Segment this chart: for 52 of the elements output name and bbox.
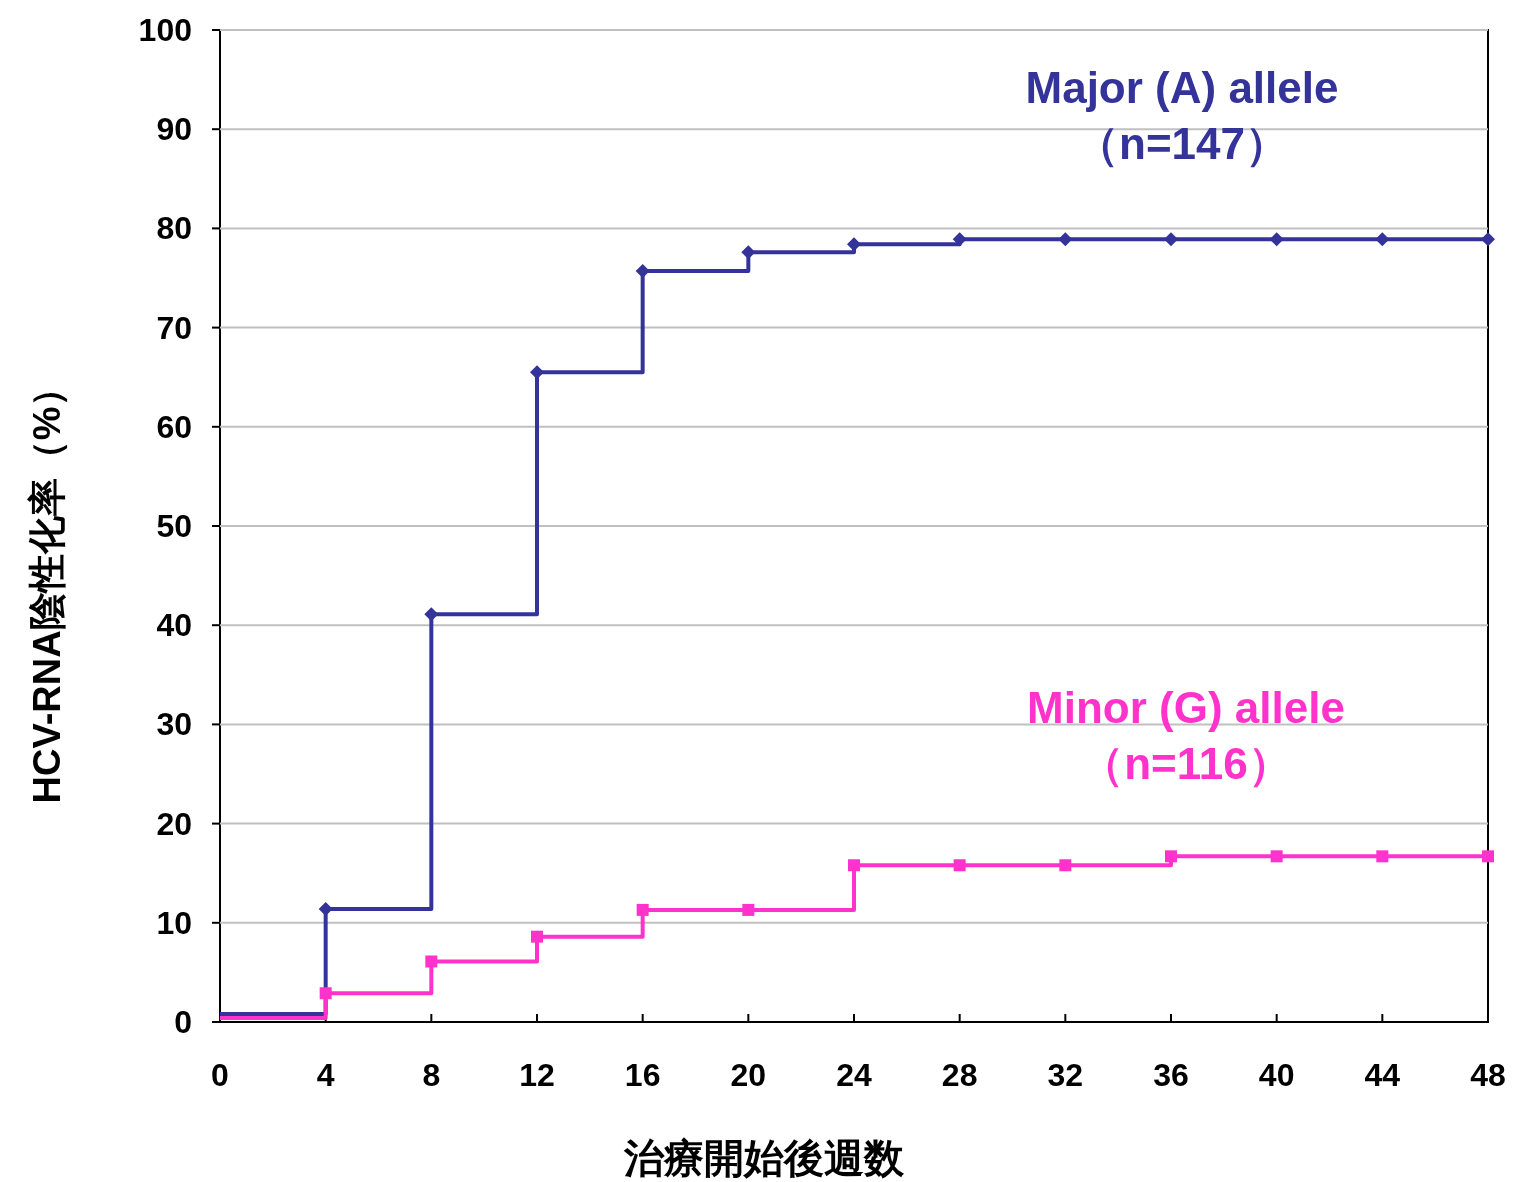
point: [741, 245, 756, 260]
x-tick-label: 28: [941, 1057, 978, 1093]
point: [742, 903, 755, 916]
y-tick-label: 80: [156, 210, 192, 247]
point: [952, 232, 967, 247]
x-tick-label: 32: [1047, 1057, 1084, 1093]
x-tick-label: 40: [1258, 1057, 1295, 1093]
y-tick-label: 40: [156, 607, 192, 644]
point: [319, 987, 332, 1000]
point: [848, 859, 860, 872]
point: [1482, 850, 1494, 863]
y-tick-label: 70: [156, 309, 192, 346]
point: [1270, 850, 1283, 863]
y-tick-label: 30: [156, 706, 192, 743]
x-tick-label: 8: [422, 1057, 441, 1093]
y-tick-label: 100: [138, 12, 192, 48]
x-tick-label: 36: [1153, 1057, 1189, 1093]
point: [1164, 232, 1178, 247]
x-tick-label: 12: [519, 1057, 555, 1093]
y-tick-label: 50: [156, 508, 192, 544]
point: [1165, 850, 1177, 863]
point: [1269, 232, 1284, 247]
point: [530, 365, 544, 380]
x-tick-label: 0: [211, 1057, 229, 1093]
x-tick-label: 16: [624, 1057, 661, 1093]
y-tick-label: 20: [156, 805, 192, 842]
x-axis-title: 治療開始後週数: [623, 1136, 905, 1180]
point: [1481, 232, 1495, 247]
series-label: Minor (G) allele （n=116）: [1027, 683, 1345, 788]
point: [1058, 232, 1073, 247]
y-tick-label: 0: [174, 1004, 192, 1040]
y-tick-label: 90: [156, 111, 192, 148]
point: [424, 607, 439, 622]
x-tick-label: 4: [316, 1057, 335, 1093]
point: [636, 903, 649, 916]
point: [531, 930, 543, 943]
point: [318, 901, 333, 916]
point: [1059, 859, 1072, 872]
y-axis-title: HCV-RNA陰性化率（%）: [26, 368, 68, 804]
y-tick-label: 60: [156, 408, 192, 445]
x-tick-label: 20: [730, 1057, 767, 1093]
x-tick-label: 48: [1470, 1057, 1506, 1093]
x-tick-label: 24: [836, 1057, 872, 1093]
point: [425, 955, 438, 968]
y-tick-label: 10: [156, 904, 192, 941]
point: [847, 237, 861, 252]
point: [1376, 850, 1389, 863]
point: [635, 264, 650, 279]
series-label: Major (A) allele （n=147）: [1025, 63, 1339, 168]
point: [1375, 232, 1390, 247]
point: [953, 859, 966, 872]
x-tick-label: 44: [1364, 1057, 1401, 1093]
